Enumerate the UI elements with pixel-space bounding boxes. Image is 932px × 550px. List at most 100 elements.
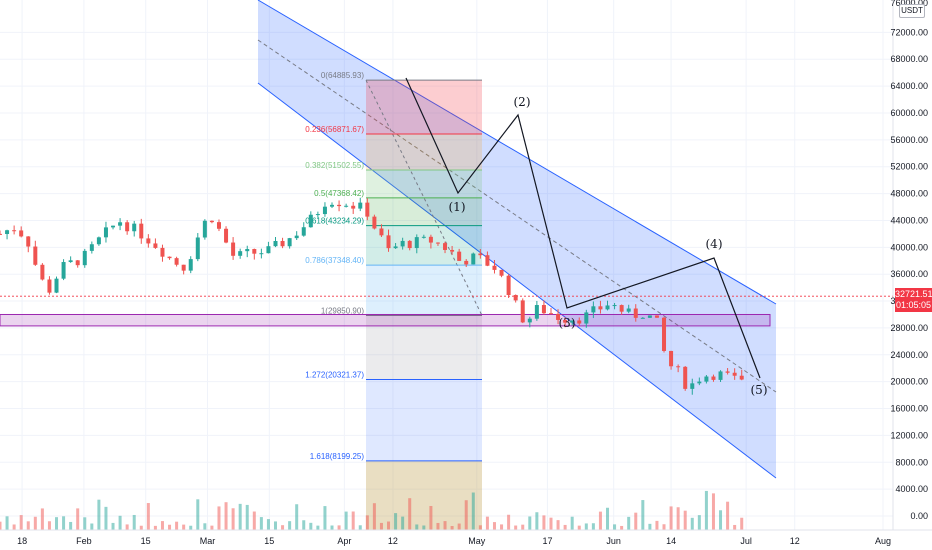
volume-bar: [365, 515, 369, 530]
candle-body: [252, 249, 257, 254]
volume-bar: [620, 525, 624, 530]
volume-bar: [676, 507, 680, 530]
fib-level-label: 0.382(51502.55): [305, 161, 364, 170]
candle-body: [683, 366, 688, 389]
volume-bar: [507, 514, 511, 530]
candle-body: [167, 256, 172, 259]
volume-bar: [224, 502, 228, 530]
candle-body: [103, 227, 108, 238]
time-tick-label: 18: [17, 536, 27, 546]
volume-bar: [146, 503, 150, 530]
volume-bar: [570, 516, 574, 530]
volume-bar: [273, 521, 277, 530]
candle-body: [202, 220, 207, 238]
candle-body: [245, 249, 250, 252]
candle-body: [0, 233, 2, 235]
candle-body: [118, 222, 123, 226]
volume-bar: [740, 517, 744, 530]
candle-body: [12, 230, 17, 232]
volume-bar: [415, 524, 419, 530]
candle-body: [676, 366, 681, 368]
volume-bars: [0, 490, 744, 530]
price-tick-label: 56000.00: [890, 135, 928, 145]
volume-bar: [598, 511, 602, 530]
price-unit-label[interactable]: USDT: [899, 4, 925, 18]
time-tick-label: 14: [666, 536, 676, 546]
volume-bar: [429, 505, 433, 530]
channel: [257, 0, 777, 479]
volume-bar: [118, 515, 122, 530]
candle-body: [195, 237, 200, 260]
candle-body: [563, 319, 568, 323]
candle-body: [527, 318, 532, 323]
volume-bar: [697, 515, 701, 530]
candle-body: [492, 265, 497, 270]
time-tick-label: Jul: [740, 536, 752, 546]
volume-bar: [704, 490, 708, 530]
price-tick-label: 28000.00: [890, 323, 928, 333]
volume-bar: [485, 516, 489, 530]
candle-body: [287, 238, 292, 247]
fibonacci-extension: 0(64885.93) 0.236(56871.67) 0.382(51502.55…: [305, 71, 483, 530]
price-tick-label: 72000.00: [890, 27, 928, 37]
fib-band: [366, 133, 482, 171]
time-tick-label: Mar: [200, 536, 216, 546]
volume-bar: [528, 516, 532, 530]
volume-bar: [33, 516, 37, 530]
volume-bar: [104, 506, 108, 530]
price-tick-label: 60000.00: [890, 108, 928, 118]
volume-bar: [330, 525, 334, 530]
price-axis: 72000.00 68000.00 64000.00 60000.00 56000.00…: [890, 0, 932, 530]
candle-body: [541, 305, 546, 314]
volume-bar: [0, 521, 2, 530]
volume-bar: [641, 500, 645, 530]
candle-body: [520, 300, 525, 323]
volume-bar: [535, 512, 539, 530]
volume-bar: [372, 503, 376, 530]
elliott-wave-path: (1) (2) (3) (4) (5): [405, 77, 768, 397]
volume-bar: [492, 522, 496, 530]
candle-body: [400, 240, 405, 247]
candle-body: [421, 236, 426, 238]
fib-level-label: 0.236(56871.67): [305, 125, 364, 134]
fib-level-label: 0.786(37348.40): [305, 256, 364, 265]
channel-lower-line: [257, 82, 777, 479]
volume-bar: [168, 524, 172, 530]
candle-body: [337, 204, 342, 207]
candle-body: [330, 204, 335, 207]
volume-bar: [726, 501, 730, 530]
candle-body: [556, 313, 561, 320]
wave-label-1: (1): [449, 200, 466, 214]
volume-bar: [69, 521, 73, 530]
fib-level-label: 1(29850.90): [321, 306, 364, 315]
candle-body: [633, 308, 638, 318]
candle-body: [174, 258, 179, 265]
volume-bar: [26, 521, 30, 530]
candle-body: [89, 244, 94, 251]
volume-bar: [76, 508, 80, 530]
volume-bar: [90, 523, 94, 530]
volume-bar: [210, 525, 214, 530]
candle-body: [669, 350, 674, 367]
volume-bar: [175, 521, 179, 530]
candle-body: [308, 214, 313, 228]
candle-body: [280, 240, 285, 247]
volume-bar: [584, 523, 588, 530]
price-axis-bg: [893, 0, 932, 530]
candle-body: [40, 264, 45, 280]
candle-body: [732, 372, 737, 376]
candle-body: [132, 223, 137, 232]
time-tick-label: Feb: [76, 536, 92, 546]
candle-body: [407, 240, 412, 249]
candle-body: [75, 260, 80, 266]
candle-body: [111, 225, 116, 228]
volume-bar: [189, 525, 193, 530]
candle-body: [26, 236, 31, 247]
time-tick-label: 17: [542, 536, 552, 546]
volume-bar: [196, 499, 200, 530]
candle-body: [598, 306, 603, 310]
volume-bar: [556, 520, 560, 530]
volume-bar: [521, 524, 525, 530]
candle-body: [697, 381, 702, 384]
